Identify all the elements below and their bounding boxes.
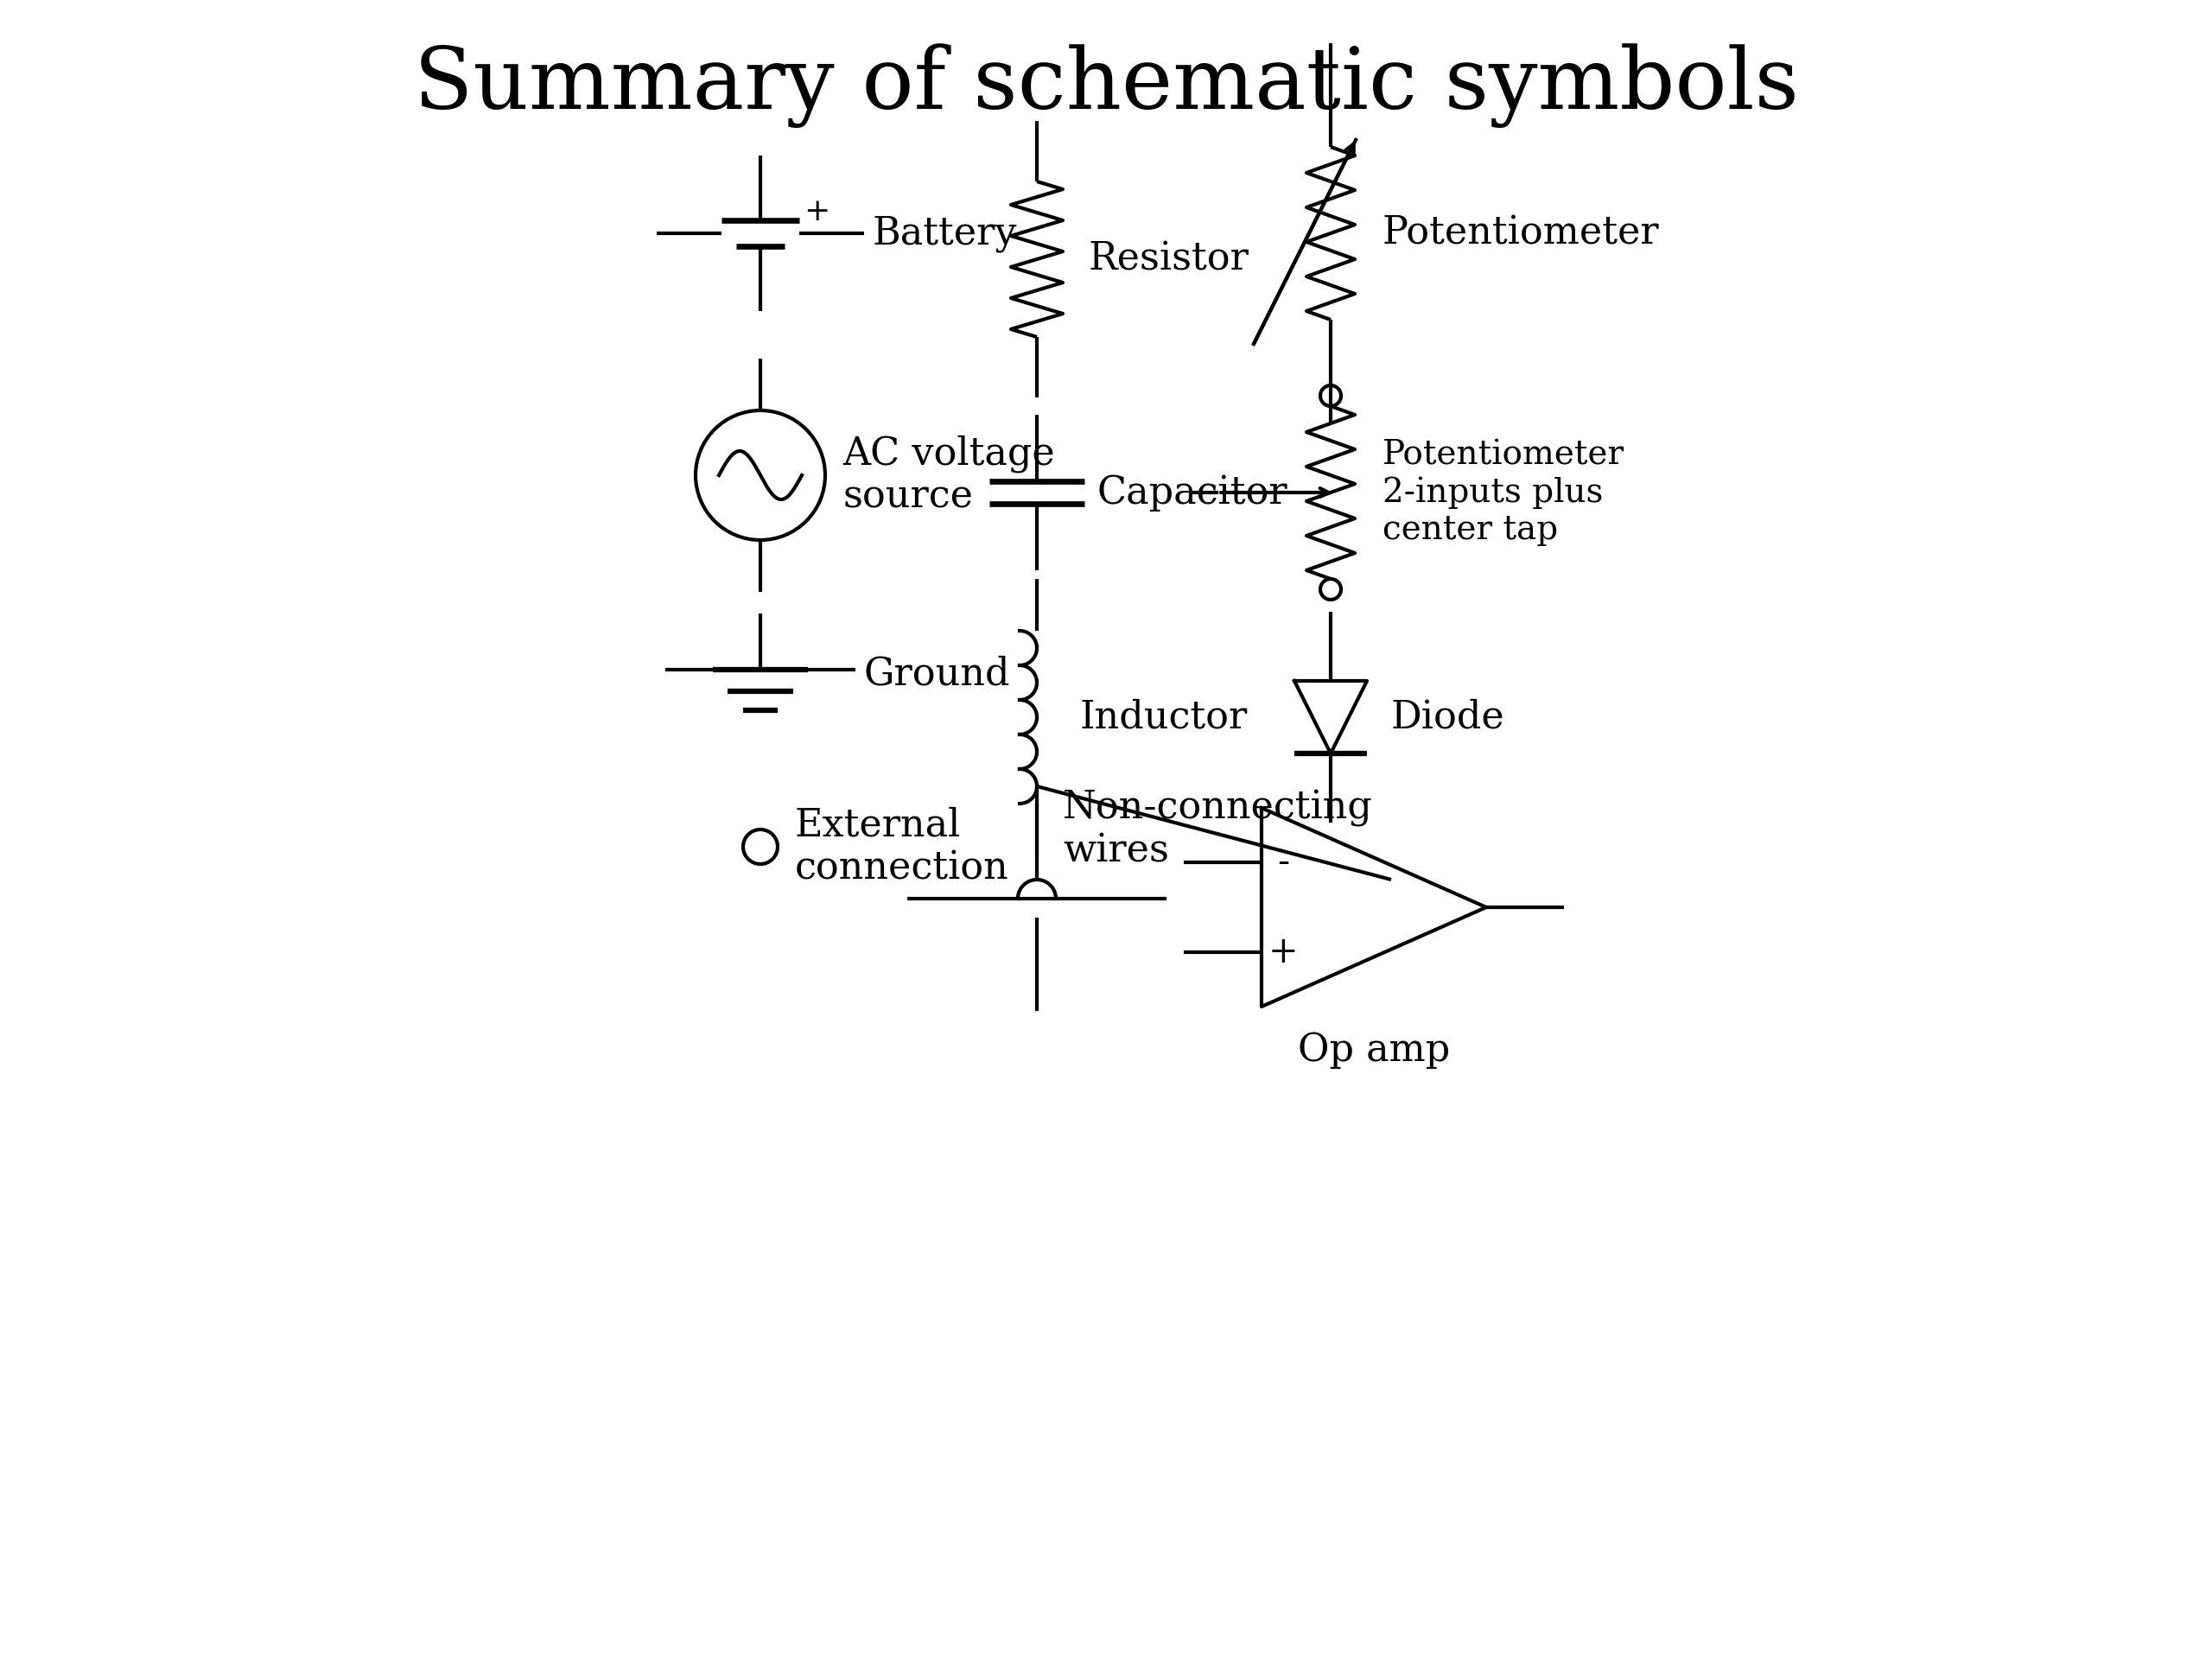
Text: Battery: Battery — [874, 214, 1018, 252]
Text: Resistor: Resistor — [1088, 241, 1250, 277]
Text: Ground: Ground — [865, 655, 1011, 692]
Text: Potentiometer
2-inputs plus
center tap: Potentiometer 2-inputs plus center tap — [1382, 440, 1624, 546]
Text: External
connection: External connection — [794, 806, 1009, 888]
Text: Diode: Diode — [1391, 698, 1504, 737]
Text: Op amp: Op amp — [1298, 1032, 1451, 1068]
Text: Non-connecting
wires: Non-connecting wires — [1062, 790, 1374, 869]
Text: Potentiometer: Potentiometer — [1382, 214, 1659, 252]
Text: -: - — [1276, 844, 1290, 881]
Text: Capacitor: Capacitor — [1097, 474, 1287, 511]
Text: Summary of schematic symbols: Summary of schematic symbols — [414, 43, 1798, 128]
Text: +: + — [803, 197, 830, 226]
Text: Inductor: Inductor — [1079, 698, 1248, 737]
Text: +: + — [1267, 934, 1298, 971]
Text: AC voltage
source: AC voltage source — [843, 435, 1055, 516]
